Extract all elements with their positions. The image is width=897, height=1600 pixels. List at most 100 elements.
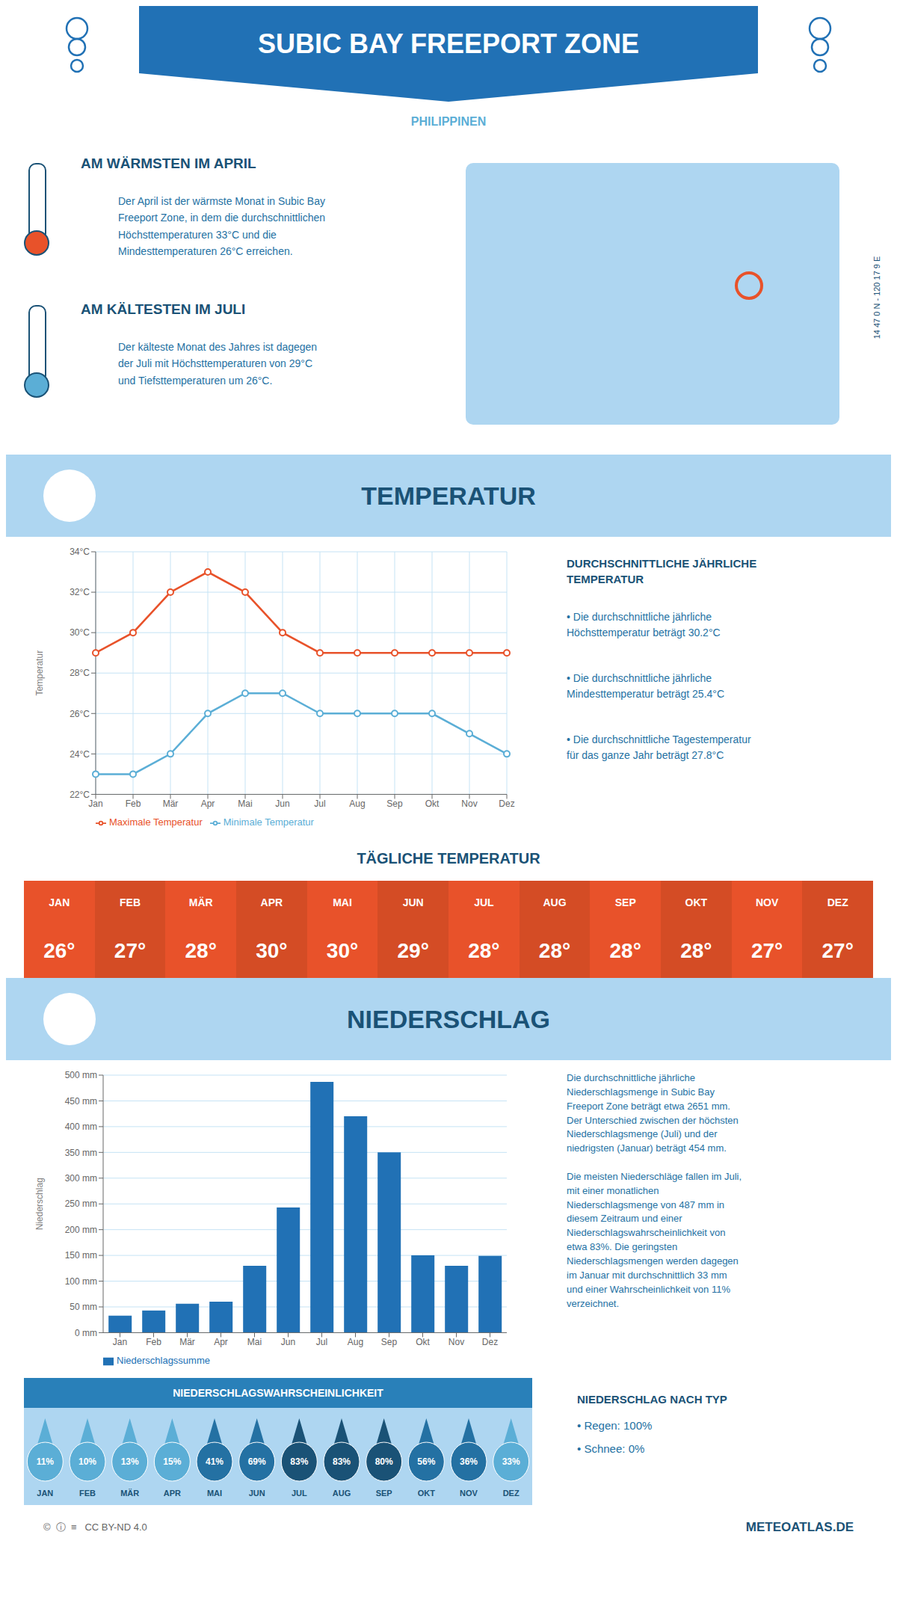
html-text:27°: 27°	[114, 938, 146, 962]
svg-text:NOV: NOV	[459, 1488, 479, 1498]
svg-text:0 mm: 0 mm	[74, 1327, 98, 1339]
svg-text:Mai: Mai	[237, 798, 252, 809]
svg-text:400 mm: 400 mm	[65, 1121, 98, 1132]
html-text:AM KÄLTESTEN IM JULI: AM KÄLTESTEN IM JULI	[80, 301, 246, 317]
svg-text:Temperatur: Temperatur	[34, 650, 45, 696]
svg-text:83%: 83%	[332, 1456, 351, 1467]
svg-text:10%: 10%	[78, 1456, 97, 1467]
html-text:28°: 28°	[468, 938, 500, 962]
html-text:PHILIPPINEN: PHILIPPINEN	[410, 115, 487, 128]
svg-text:56%: 56%	[417, 1456, 436, 1467]
svg-text:AUG: AUG	[332, 1488, 351, 1498]
html-text:28°: 28°	[680, 938, 712, 962]
svg-text:MAI: MAI	[207, 1488, 223, 1498]
html-text:28°: 28°	[185, 938, 217, 962]
svg-text:150 mm: 150 mm	[65, 1249, 98, 1261]
svg-text:Aug: Aug	[349, 798, 365, 809]
svg-text:Okt: Okt	[415, 1336, 430, 1347]
svg-text:MÄR: MÄR	[120, 1488, 140, 1498]
html-text:AM WÄRMSTEN IM APRIL: AM WÄRMSTEN IM APRIL	[80, 155, 257, 172]
svg-text:Okt: Okt	[425, 798, 440, 809]
svg-text:Sep: Sep	[381, 1336, 398, 1347]
html-text:27°: 27°	[751, 938, 783, 962]
html-text:Der April ist der wärmste Mona: Der April ist der wärmste Monat in Subic…	[118, 195, 326, 258]
html-text:METEOATLAS.DE: METEOATLAS.DE	[745, 1519, 854, 1534]
svg-text:32°C: 32°C	[69, 586, 90, 598]
html-text:NIEDERSCHLAG: NIEDERSCHLAG	[346, 1004, 551, 1033]
svg-text:Sep: Sep	[386, 798, 403, 809]
svg-text:Jun: Jun	[281, 1336, 296, 1347]
svg-text:100 mm: 100 mm	[65, 1275, 98, 1287]
html-text:• Regen: 100%: • Regen: 100%	[577, 1418, 653, 1432]
html-text:28°: 28°	[538, 938, 571, 962]
html-text:Die durchschnittliche jährlich: Die durchschnittliche jährliche Niedersc…	[566, 1071, 742, 1309]
svg-text:350 mm: 350 mm	[65, 1147, 98, 1158]
svg-text:Mär: Mär	[179, 1336, 196, 1347]
svg-text:Mär: Mär	[162, 798, 179, 809]
svg-text:83%: 83%	[290, 1456, 308, 1467]
svg-text:24°C: 24°C	[69, 748, 90, 760]
svg-text:Niederschlag: Niederschlag	[34, 1177, 45, 1230]
html-text:DURCHSCHNITTLICHE JÄHRLICHE TE: DURCHSCHNITTLICHE JÄHRLICHE TEMPERATUR	[566, 556, 757, 586]
html-text:26°: 26°	[43, 938, 76, 962]
html-text:TEMPERATUR: TEMPERATUR	[361, 481, 536, 510]
svg-text:26°C: 26°C	[69, 708, 90, 720]
html-text:• Die durchschnittliche jährli: • Die durchschnittliche jährliche Mindes…	[566, 672, 725, 700]
svg-text:80%: 80%	[375, 1456, 394, 1467]
svg-text:11%: 11%	[36, 1456, 55, 1467]
html-text:30°: 30°	[326, 938, 359, 962]
svg-text:Feb: Feb	[145, 1336, 162, 1347]
svg-text:69%: 69%	[248, 1456, 267, 1467]
svg-text:Apr: Apr	[201, 798, 216, 809]
html-text:29°: 29°	[397, 938, 429, 962]
svg-text:450 mm: 450 mm	[65, 1095, 98, 1107]
svg-text:Jul: Jul	[313, 798, 326, 809]
html-text:NIEDERSCHLAG NACH TYP: NIEDERSCHLAG NACH TYP	[577, 1392, 728, 1406]
svg-text:Jan: Jan	[88, 798, 103, 809]
html-text:Der kälteste Monat des Jahres: Der kälteste Monat des Jahres ist dagege…	[118, 340, 318, 387]
svg-text:Jun: Jun	[275, 798, 290, 809]
html-text:TÄGLICHE TEMPERATUR: TÄGLICHE TEMPERATUR	[356, 849, 541, 866]
svg-text:Apr: Apr	[213, 1336, 228, 1347]
svg-text:JUL: JUL	[291, 1488, 308, 1498]
svg-text:50 mm: 50 mm	[69, 1301, 98, 1312]
html-text:30°: 30°	[255, 938, 288, 962]
svg-text:22°C: 22°C	[69, 789, 90, 800]
html-text:• Die durchschnittliche Tagest: • Die durchschnittliche Tagestemperatur …	[566, 733, 752, 761]
svg-text:Jan: Jan	[112, 1336, 128, 1347]
svg-text:FEB: FEB	[79, 1488, 96, 1498]
svg-text:33%: 33%	[502, 1456, 521, 1467]
svg-text:41%: 41%	[205, 1456, 224, 1467]
svg-text:Aug: Aug	[347, 1336, 364, 1347]
svg-text:JUN: JUN	[248, 1488, 266, 1498]
svg-text:28°C: 28°C	[69, 667, 90, 678]
svg-text:Nov: Nov	[448, 1336, 465, 1347]
svg-text:Jul: Jul	[316, 1336, 328, 1347]
svg-text:13%: 13%	[121, 1456, 140, 1467]
html-text:SUBIC BAY FREEPORT ZONE: SUBIC BAY FREEPORT ZONE	[257, 28, 640, 60]
svg-text:15%: 15%	[162, 1456, 181, 1467]
svg-text:JAN: JAN	[36, 1488, 54, 1498]
svg-text:250 mm: 250 mm	[65, 1198, 98, 1209]
svg-text:OKT: OKT	[417, 1488, 436, 1498]
svg-text:34°C: 34°C	[69, 546, 90, 557]
svg-text:30°C: 30°C	[69, 627, 90, 638]
html-text:FEB: FEB	[119, 895, 141, 908]
html-text:• Schnee: 0%: • Schnee: 0%	[577, 1441, 645, 1455]
svg-text:DEZ: DEZ	[503, 1488, 520, 1498]
svg-text:APR: APR	[163, 1488, 181, 1498]
svg-text:200 mm: 200 mm	[65, 1224, 98, 1235]
svg-text:500 mm: 500 mm	[65, 1069, 98, 1081]
html-text:JAN: JAN	[48, 895, 70, 908]
html-text:• Die durchschnittliche jährli: • Die durchschnittliche jährliche Höchst…	[566, 610, 721, 639]
svg-text:36%: 36%	[459, 1456, 478, 1467]
svg-text:SEP: SEP	[375, 1488, 393, 1498]
svg-text:Dez: Dez	[498, 798, 515, 809]
svg-text:Nov: Nov	[461, 798, 477, 809]
html-text:28°: 28°	[609, 938, 642, 962]
svg-text:Mai: Mai	[247, 1336, 262, 1347]
svg-text:Dez: Dez	[482, 1336, 498, 1347]
svg-text:300 mm: 300 mm	[65, 1172, 98, 1184]
html-text:27°: 27°	[821, 938, 854, 962]
svg-text:Feb: Feb	[125, 798, 142, 809]
